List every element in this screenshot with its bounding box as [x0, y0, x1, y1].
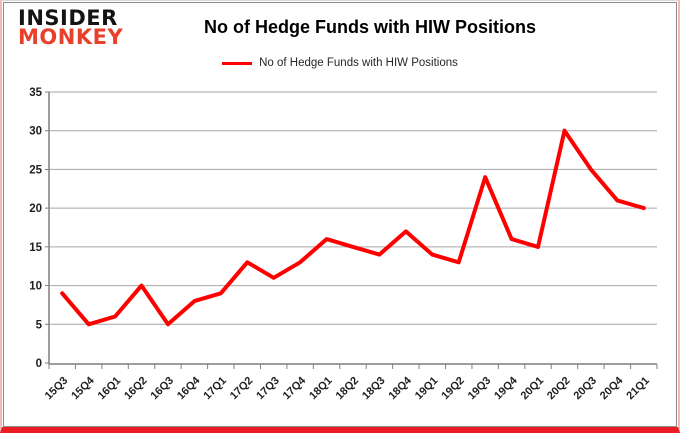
x-axis-label: 19Q2 — [439, 375, 467, 403]
y-axis-label: 0 — [36, 358, 42, 370]
x-axis-label: 17Q1 — [201, 375, 229, 403]
x-axis-label: 19Q4 — [492, 374, 520, 402]
x-axis-label: 16Q4 — [175, 374, 203, 402]
x-axis-label: 15Q4 — [69, 374, 97, 402]
legend-line-swatch — [222, 61, 253, 65]
x-axis-label: 21Q1 — [624, 375, 652, 403]
x-axis-label: 17Q3 — [254, 375, 282, 403]
y-axis-label: 5 — [36, 319, 43, 331]
legend-label: No of Hedge Funds with HIW Positions — [259, 57, 458, 69]
x-axis-label: 18Q1 — [307, 375, 335, 403]
y-axis-label: 25 — [29, 164, 42, 176]
series-line — [60, 128, 646, 327]
x-axis-label: 16Q2 — [122, 375, 150, 403]
x-axis-label: 19Q1 — [413, 375, 441, 403]
legend: No of Hedge Funds with HIW Positions — [2, 57, 678, 69]
logo-word-insider: INSIDER — [18, 6, 118, 30]
x-axis-label: 18Q4 — [386, 374, 414, 402]
y-axis-label: 15 — [29, 242, 42, 254]
x-axis-label: 18Q3 — [360, 375, 388, 403]
x-axis-label: 17Q2 — [228, 375, 256, 403]
x-axis-label: 20Q3 — [572, 375, 600, 403]
x-axis-label: 18Q2 — [334, 375, 362, 403]
y-axis-label: 35 — [29, 87, 42, 99]
insider-monkey-logo: INSIDER MONKEY — [18, 6, 124, 50]
chart-title: No of Hedge Funds with HIW Positions — [204, 17, 536, 37]
x-axis-label: 20Q2 — [545, 375, 573, 403]
y-axis-label: 20 — [29, 203, 42, 215]
y-axis-label: 30 — [29, 126, 42, 138]
x-axis-label: 16Q3 — [149, 375, 177, 403]
y-axis-label: 10 — [29, 281, 42, 293]
x-axis-label: 16Q1 — [96, 375, 124, 403]
x-axis-label: 20Q4 — [598, 374, 626, 402]
x-axis-label: 15Q3 — [43, 375, 71, 403]
x-axis-label: 20Q1 — [519, 375, 547, 403]
x-axis-label: 17Q4 — [281, 374, 309, 402]
logo-word-monkey: MONKEY — [18, 25, 124, 50]
x-axis-label: 19Q3 — [466, 375, 494, 403]
